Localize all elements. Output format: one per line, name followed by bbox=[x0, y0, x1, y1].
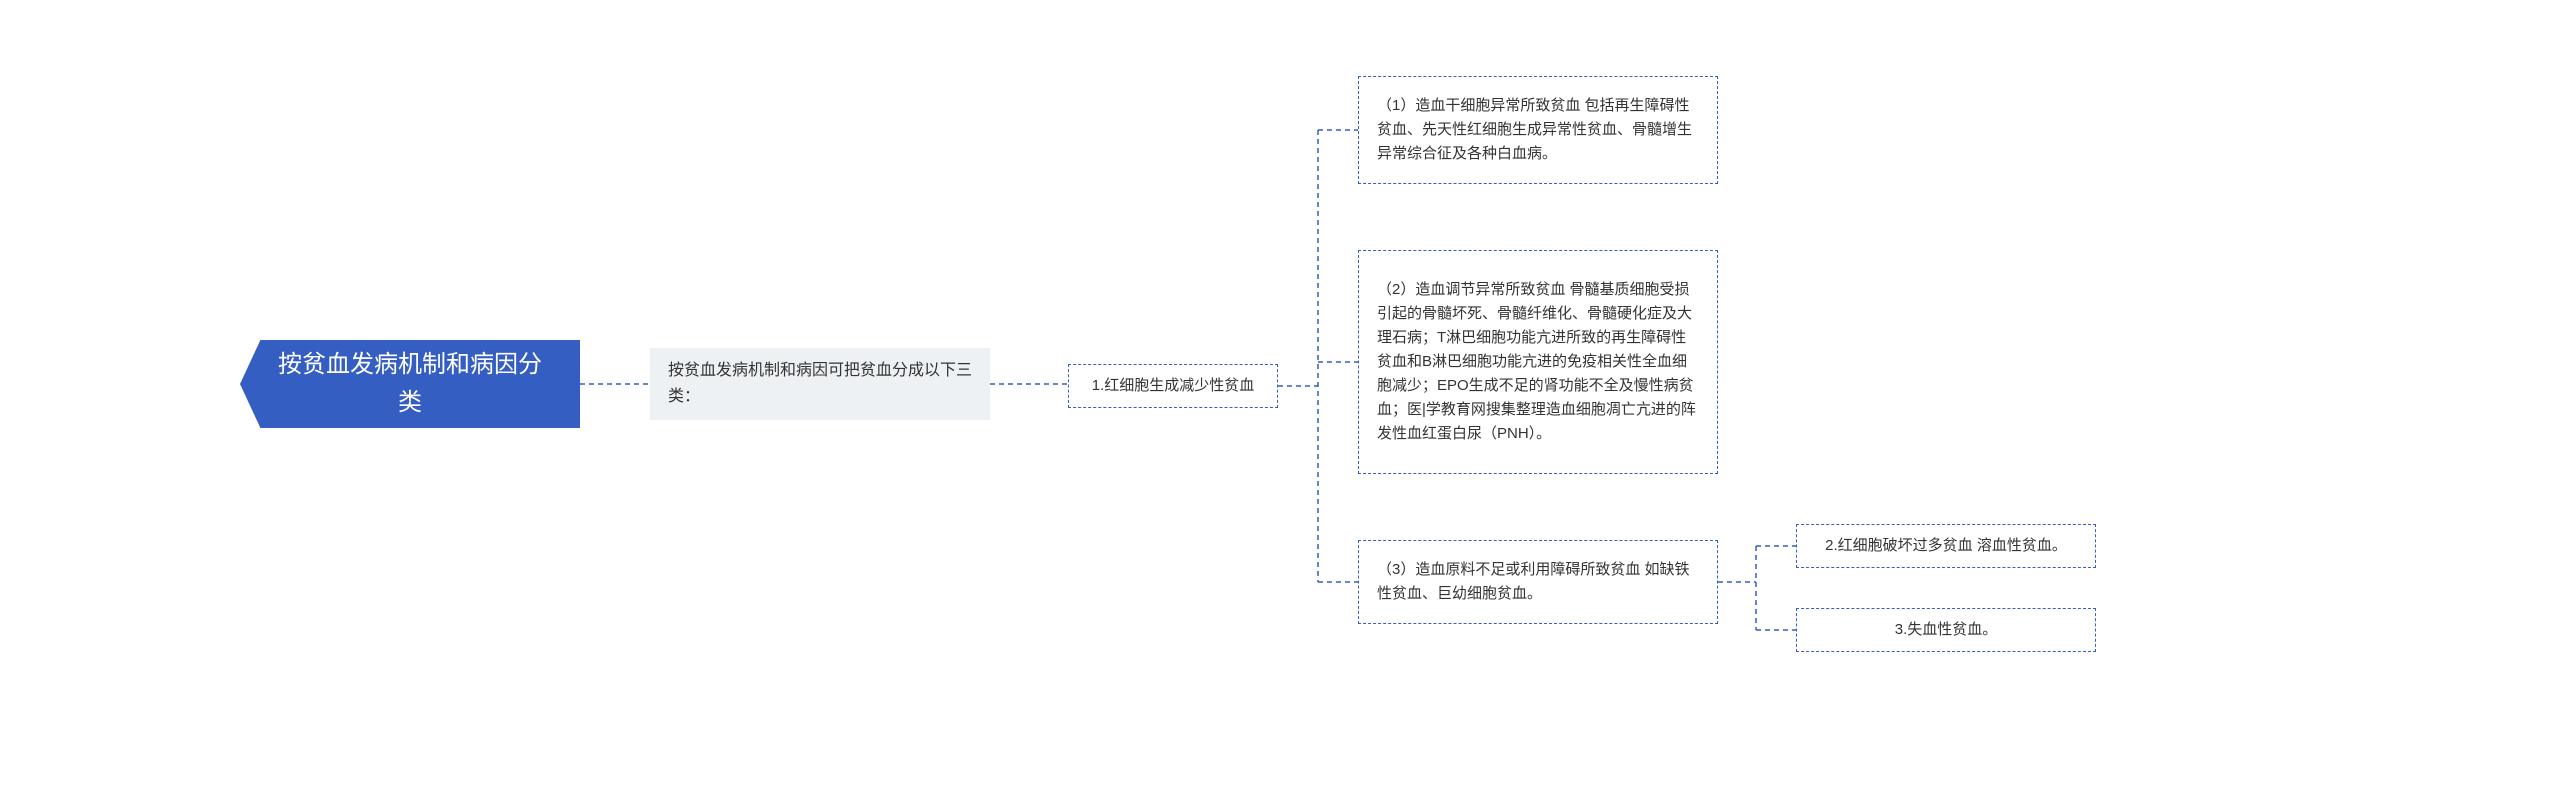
root-node: 按贫血发病机制和病因分类 bbox=[240, 340, 580, 428]
level1-node: 按贫血发病机制和病因可把贫血分成以下三类： bbox=[650, 348, 990, 420]
level3-node-2: （2）造血调节异常所致贫血 骨髓基质细胞受损引起的骨髓坏死、骨髓纤维化、骨髓硬化… bbox=[1358, 250, 1718, 474]
level4-node-1: 2.红细胞破坏过多贫血 溶血性贫血。 bbox=[1796, 524, 2096, 568]
level2-node: 1.红细胞生成减少性贫血 bbox=[1068, 364, 1278, 408]
level3-node-3: （3）造血原料不足或利用障碍所致贫血 如缺铁性贫血、巨幼细胞贫血。 bbox=[1358, 540, 1718, 624]
level4-node-2: 3.失血性贫血。 bbox=[1796, 608, 2096, 652]
level3-node-1: （1）造血干细胞异常所致贫血 包括再生障碍性贫血、先天性红细胞生成异常性贫血、骨… bbox=[1358, 76, 1718, 184]
